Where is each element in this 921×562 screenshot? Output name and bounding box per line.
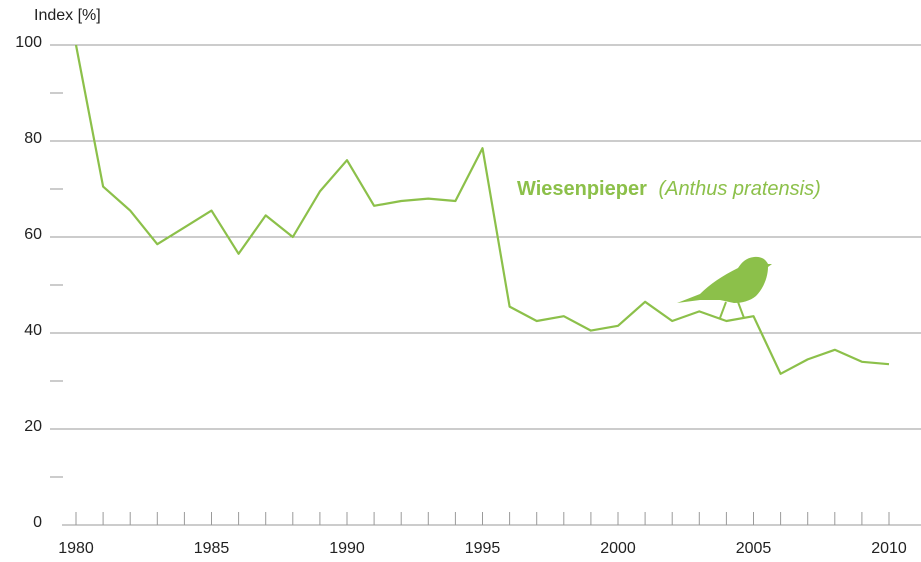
x-tick-label: 2010: [871, 540, 907, 557]
x-tick-label: 2005: [736, 540, 772, 557]
y-tick-label: 100: [15, 34, 42, 51]
series-latin-name: (Anthus pratensis): [658, 178, 820, 200]
series-name: Wiesenpieper: [517, 178, 647, 200]
bird-icon: [677, 257, 772, 318]
chart: Index [%] Wiesenpieper (Anthus pratensis…: [0, 0, 921, 562]
x-tick-label: 2000: [600, 540, 636, 557]
y-tick-label: 80: [24, 130, 42, 147]
y-tick-label: 40: [24, 322, 42, 339]
y-tick-label: 20: [24, 418, 42, 435]
data-line: [76, 45, 889, 374]
series-annotation: Wiesenpieper (Anthus pratensis): [517, 178, 821, 200]
x-tick-label: 1995: [465, 540, 501, 557]
x-tick-label: 1985: [194, 540, 230, 557]
y-tick-label: 60: [24, 226, 42, 243]
x-tick-label: 1980: [58, 540, 94, 557]
x-tick-label: 1990: [329, 540, 365, 557]
y-axis-label: Index [%]: [34, 7, 101, 24]
y-tick-label: 0: [33, 514, 42, 531]
